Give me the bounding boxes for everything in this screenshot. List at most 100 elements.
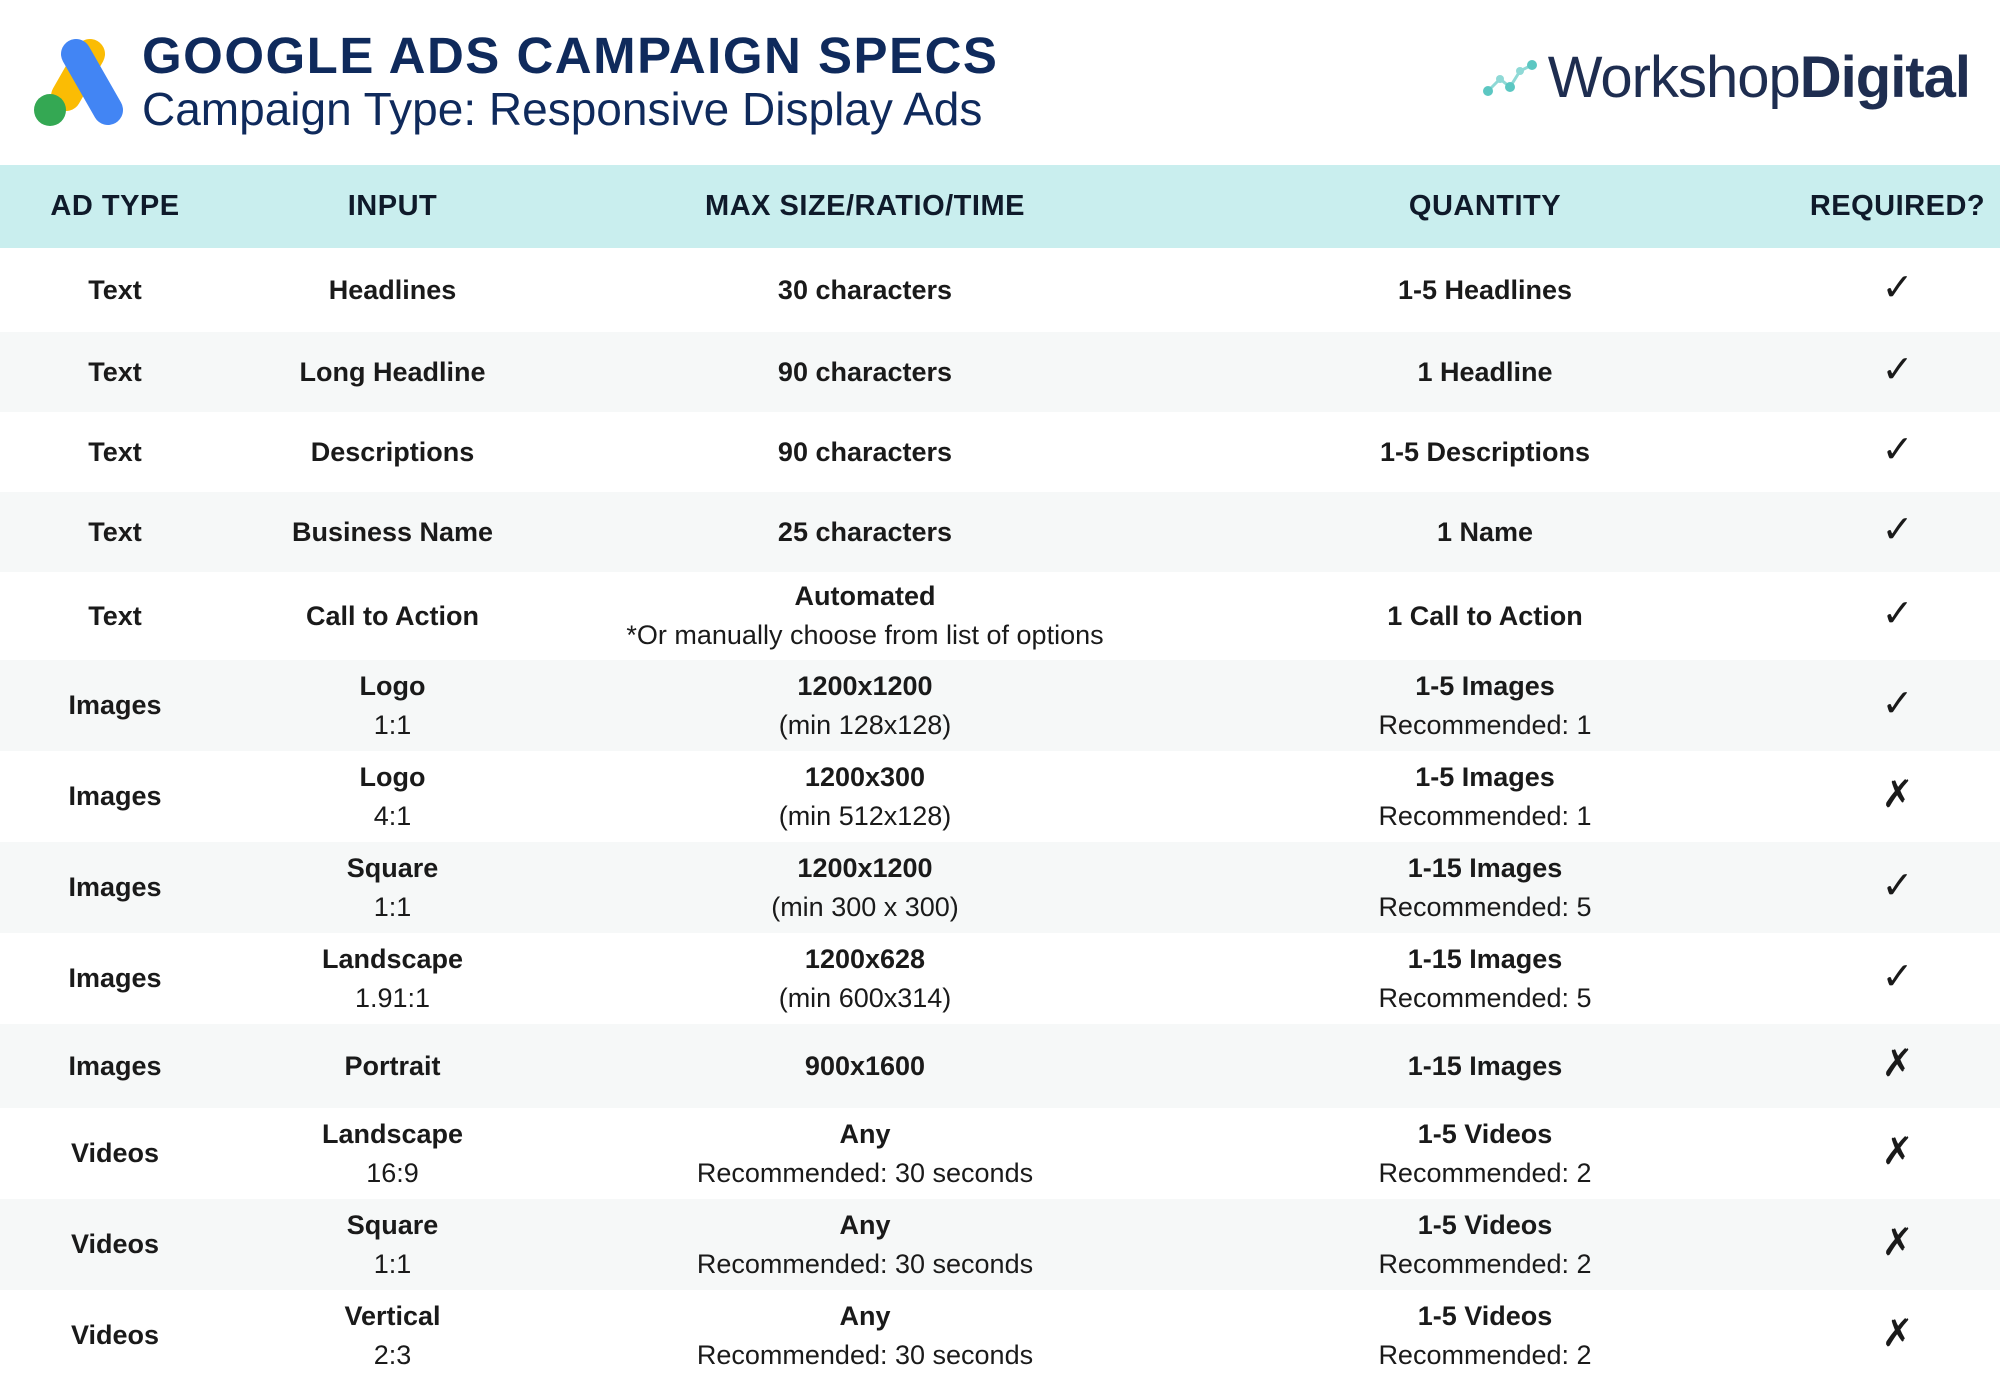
cell-required: ✓ <box>1795 933 2000 1024</box>
size-note: Recommended: 30 seconds <box>696 1339 1034 1370</box>
cell-quantity: 1 Name <box>1175 492 1795 572</box>
table-row: Videos Square 1:1 Any Recommended: 30 seco… <box>0 1199 2000 1290</box>
quantity-value: 1-5 Videos <box>1417 1118 1553 1149</box>
cross-icon: ✗ <box>1881 773 1914 816</box>
cell-size: Any Recommended: 30 seconds <box>555 1108 1175 1199</box>
cell-ad-type: Images <box>68 781 162 811</box>
cell-ad-type: Videos <box>0 1199 230 1290</box>
cell-input: Landscape 16:9 <box>230 1108 555 1199</box>
input-label: Headlines <box>328 274 457 305</box>
cell-size: 90 characters <box>555 332 1175 412</box>
table-row: Text Business Name 25 characters 1 Name … <box>0 492 2000 572</box>
quantity-note: Recommended: 2 <box>1378 1339 1592 1370</box>
cell-required: ✓ <box>1795 332 2000 412</box>
quantity-value: 1 Call to Action <box>1387 600 1583 631</box>
cell-quantity: 1-5 Videos Recommended: 2 <box>1175 1199 1795 1290</box>
cell-size: Automated *Or manually choose from list o… <box>555 572 1175 660</box>
quantity-note: Recommended: 1 <box>1378 709 1592 740</box>
check-icon: ✓ <box>1881 682 1914 725</box>
cell-input: Vertical 2:3 <box>230 1290 555 1381</box>
input-label: Landscape <box>321 1118 464 1149</box>
size-value: 90 characters <box>777 436 953 467</box>
cell-ad-type: Text <box>88 436 142 467</box>
cell-size: 30 characters <box>555 248 1175 332</box>
cell-input: Call to Action <box>230 572 555 660</box>
cell-input: Business Name <box>230 492 555 572</box>
check-icon: ✓ <box>1881 864 1914 907</box>
cell-quantity: 1-15 Images Recommended: 5 <box>1175 933 1795 1024</box>
quantity-note: Recommended: 1 <box>1378 800 1592 831</box>
column-header-ad-type: AD TYPE <box>0 165 230 248</box>
size-value: 25 characters <box>777 516 953 547</box>
page-title: GOOGLE ADS CAMPAIGN SPECS <box>142 27 999 84</box>
cell-ad-type: Images <box>0 842 230 933</box>
size-note: Recommended: 30 seconds <box>696 1248 1034 1279</box>
input-label: Business Name <box>291 516 494 547</box>
cell-quantity: 1-15 Images Recommended: 5 <box>1175 842 1795 933</box>
cell-quantity: 1 Call to Action <box>1175 572 1795 660</box>
quantity-value: 1 Headline <box>1417 356 1553 387</box>
cross-icon: ✗ <box>1881 1130 1914 1173</box>
cell-quantity: 1-5 Headlines <box>1175 248 1795 332</box>
cell-required: ✗ <box>1795 1290 2000 1381</box>
workshop-digital-mark-icon <box>1482 59 1537 96</box>
quantity-value: 1-5 Images <box>1415 670 1555 701</box>
quantity-value: 1-15 Images <box>1407 852 1563 883</box>
brand-name-digital: Digital <box>1799 45 1971 110</box>
input-label: Portrait <box>344 1050 441 1081</box>
input-label: Logo <box>359 761 426 792</box>
cell-required: ✓ <box>1795 572 2000 660</box>
input-ratio: 1:1 <box>373 891 412 922</box>
cell-required: ✗ <box>1795 751 2000 842</box>
size-note: *Or manually choose from list of options <box>626 620 1104 650</box>
table-row: Text Call to Action Automated *Or manuall… <box>0 572 2000 660</box>
cell-input: Long Headline <box>230 332 555 412</box>
cell-required: ✓ <box>1795 248 2000 332</box>
cell-quantity: 1-5 Descriptions <box>1175 412 1795 492</box>
cell-required: ✓ <box>1795 842 2000 933</box>
quantity-note: Recommended: 2 <box>1378 1157 1592 1188</box>
quantity-note: Recommended: 5 <box>1378 982 1592 1013</box>
check-icon: ✓ <box>1881 955 1914 998</box>
cell-quantity: 1-15 Images <box>1175 1024 1795 1108</box>
input-ratio: 2:3 <box>373 1339 412 1370</box>
input-label: Descriptions <box>310 436 475 467</box>
cell-size: 25 characters <box>555 492 1175 572</box>
size-value: 1200x628 <box>804 943 926 974</box>
table-row: Images Logo 4:1 1200x300 (min 512x128) 1-5… <box>0 751 2000 842</box>
size-note: (min 128x128) <box>778 709 952 740</box>
cell-input: Landscape 1.91:1 <box>230 933 555 1024</box>
input-label: Square <box>346 852 439 883</box>
input-ratio: 16:9 <box>366 1157 419 1188</box>
cell-size: 900x1600 <box>555 1024 1175 1108</box>
table-row: Images Landscape 1.91:1 1200x628 (min 600x… <box>0 933 2000 1024</box>
table-row: Text Descriptions 90 characters 1-5 Desc… <box>0 412 2000 492</box>
specs-table: AD TYPE INPUT MAX SIZE/RATIO/TIME QUANTI… <box>0 165 2000 1381</box>
cell-input: Square 1:1 <box>230 842 555 933</box>
cell-input: Descriptions <box>230 412 555 492</box>
column-header-max-size: MAX SIZE/RATIO/TIME <box>555 165 1175 248</box>
size-value: 1200x1200 <box>797 670 933 701</box>
cell-size: Any Recommended: 30 seconds <box>555 1290 1175 1381</box>
input-label: Vertical <box>344 1300 441 1331</box>
workshop-digital-logo: Workshop Digital <box>1482 44 1971 111</box>
input-label: Call to Action <box>306 600 479 631</box>
cell-quantity: 1-5 Videos Recommended: 2 <box>1175 1290 1795 1381</box>
cell-size: 90 characters <box>555 412 1175 492</box>
size-value: 90 characters <box>777 356 953 387</box>
cell-size: 1200x300 (min 512x128) <box>555 751 1175 842</box>
cell-quantity: 1-5 Images Recommended: 1 <box>1175 751 1795 842</box>
cell-size: 1200x628 (min 600x314) <box>555 933 1175 1024</box>
cell-ad-type: Images <box>0 660 230 751</box>
cell-required: ✓ <box>1795 660 2000 751</box>
input-label: Square <box>346 1209 439 1240</box>
cell-quantity: 1-5 Images Recommended: 1 <box>1175 660 1795 751</box>
google-ads-logo-icon <box>34 39 123 126</box>
cell-input: Logo 4:1 <box>230 751 555 842</box>
size-note: (min 300 x 300) <box>771 891 959 922</box>
check-icon: ✓ <box>1881 593 1914 635</box>
cell-ad-type: Text <box>0 332 230 412</box>
cell-required: ✗ <box>1795 1024 2000 1108</box>
quantity-value: 1-5 Videos <box>1417 1209 1553 1240</box>
input-label: Landscape <box>321 943 464 974</box>
